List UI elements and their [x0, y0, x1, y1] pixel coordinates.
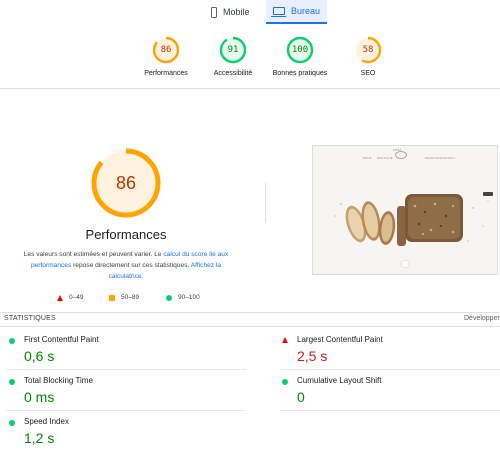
main-score: 86	[115, 173, 137, 193]
header-divider	[0, 88, 500, 89]
performance-title: Performances	[85, 227, 167, 242]
tab-mobile[interactable]: Mobile	[211, 0, 263, 24]
gauge-accessibilite[interactable]: 91	[219, 36, 247, 64]
stats-header-divider	[0, 326, 500, 327]
gauge-bonnes-pratiques[interactable]: 100	[286, 36, 314, 64]
expand-toggle[interactable]: Développer	[464, 315, 500, 322]
tab-desktop-label: Bureau	[290, 6, 321, 16]
metric-si-value: 1,2 s	[24, 430, 55, 446]
metric-fcp-name: First Contentful Paint	[24, 335, 99, 344]
phone-icon	[211, 6, 217, 18]
bread-photo	[334, 192, 493, 269]
site-logo-icon	[395, 151, 407, 159]
desc-text-3: .	[141, 273, 144, 280]
metric-lcp-value: 2,5 s	[297, 348, 328, 364]
site-nav-1: NOUS	[363, 157, 372, 160]
legend-pass-label: 90–100	[178, 294, 200, 301]
pass-indicator-icon	[9, 379, 15, 385]
page-screenshot-thumbnail[interactable]: SISSA NOUS BOUTIQUE RECETTES CONTACT	[312, 145, 498, 275]
pass-indicator-icon	[282, 379, 288, 385]
site-nav-4: CONTACT	[441, 157, 456, 160]
gauge-seo[interactable]: 58	[354, 36, 382, 64]
score-performances: 86	[160, 45, 172, 55]
metric-tbt-name: Total Blocking Time	[24, 376, 93, 385]
site-logo-text: SISSA	[393, 149, 402, 152]
tab-mobile-label: Mobile	[223, 7, 250, 17]
legend-fail: 0–49	[57, 294, 83, 301]
metric-cls-name: Cumulative Layout Shift	[297, 376, 382, 385]
desc-text-2: repose directement sur ces statistiques.	[71, 262, 191, 269]
site-nav-3: RECETTES	[425, 157, 442, 160]
legend-fail-label: 0–49	[69, 294, 84, 301]
fail-indicator-icon	[282, 337, 288, 343]
label-accessibilite: Accessibilité	[213, 70, 253, 77]
metric-divider	[6, 410, 246, 411]
metric-divider	[280, 410, 500, 411]
laptop-icon	[270, 7, 286, 17]
site-nav-2: BOUTIQUE	[377, 157, 393, 160]
label-seo: SEO	[360, 70, 376, 77]
metric-si-name: Speed Index	[24, 417, 69, 426]
legend-average: 50–89	[109, 294, 139, 301]
metric-cls-value: 0	[297, 389, 305, 405]
circle-icon	[166, 294, 172, 301]
score-seo: 58	[362, 45, 374, 55]
stats-top-divider	[0, 312, 500, 313]
vertical-separator	[265, 183, 266, 223]
score-bonnes-pratiques: 100	[291, 45, 309, 55]
metric-divider	[6, 369, 246, 370]
tab-desktop[interactable]: Bureau	[266, 0, 327, 24]
metric-divider	[280, 369, 500, 370]
label-bonnes-pratiques: Bonnes pratiques	[272, 70, 328, 77]
desc-text-1: Les valeurs sont estimées et peuvent var…	[23, 251, 164, 258]
triangle-icon	[57, 294, 63, 301]
metric-tbt-value: 0 ms	[24, 389, 55, 405]
stats-title: STATISTIQUES	[4, 315, 56, 322]
performance-description: Les valeurs sont estimées et peuvent var…	[20, 249, 232, 282]
legend-pass: 90–100	[166, 294, 200, 301]
square-icon	[109, 294, 115, 301]
metric-lcp-name: Largest Contentful Paint	[297, 335, 383, 344]
legend-average-label: 50–89	[121, 294, 140, 301]
score-calc-link[interactable]: calcul du score lié aux performances	[30, 251, 229, 269]
score-accessibilite: 91	[227, 45, 239, 55]
metric-fcp-value: 0,6 s	[24, 348, 55, 364]
calculator-link[interactable]: Affichez la calculatrice	[108, 262, 222, 280]
gauge-performances[interactable]: 86	[152, 36, 180, 64]
label-performances: Performances	[144, 70, 188, 77]
main-score-gauge: 86	[91, 148, 161, 218]
pass-indicator-icon	[9, 420, 15, 426]
pass-indicator-icon	[9, 338, 15, 344]
